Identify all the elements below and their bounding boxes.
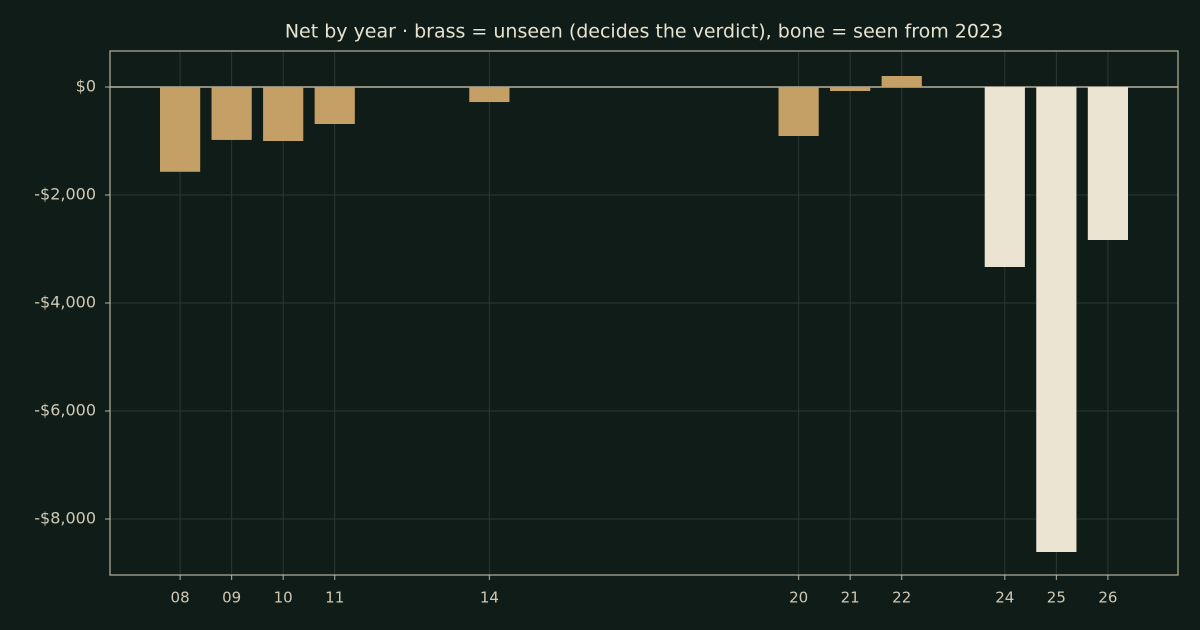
bar xyxy=(1087,87,1129,240)
x-tick-label: 10 xyxy=(274,589,293,607)
x-tick-label: 08 xyxy=(171,589,190,607)
plot-frame xyxy=(109,50,1179,576)
bar xyxy=(263,87,304,142)
y-tick-label: -$6,000 xyxy=(34,401,96,420)
bar xyxy=(1036,87,1077,552)
y-tick-label: -$8,000 xyxy=(34,509,96,528)
x-tick-label: 14 xyxy=(480,589,499,607)
bar xyxy=(469,87,510,103)
x-tick-label: 26 xyxy=(1098,589,1117,607)
y-tick-label: -$4,000 xyxy=(34,293,96,312)
x-tick-label: 21 xyxy=(841,589,860,607)
bar xyxy=(778,87,819,136)
x-tick-label: 25 xyxy=(1047,589,1066,607)
bar xyxy=(881,76,922,88)
x-tick-label: 20 xyxy=(789,589,808,607)
bar xyxy=(314,87,355,125)
y-tick-label: $0 xyxy=(76,77,96,96)
x-tick-label: 22 xyxy=(892,589,911,607)
bar xyxy=(830,87,871,92)
chart-title: Net by year · brass = unseen (decides th… xyxy=(285,21,1003,43)
bar xyxy=(211,87,252,140)
x-tick-label: 24 xyxy=(995,589,1014,607)
x-tick-label: 11 xyxy=(325,589,344,607)
bar xyxy=(159,87,201,172)
x-tick-label: 09 xyxy=(222,589,241,607)
y-tick-label: -$2,000 xyxy=(34,185,96,204)
bar xyxy=(984,87,1025,267)
